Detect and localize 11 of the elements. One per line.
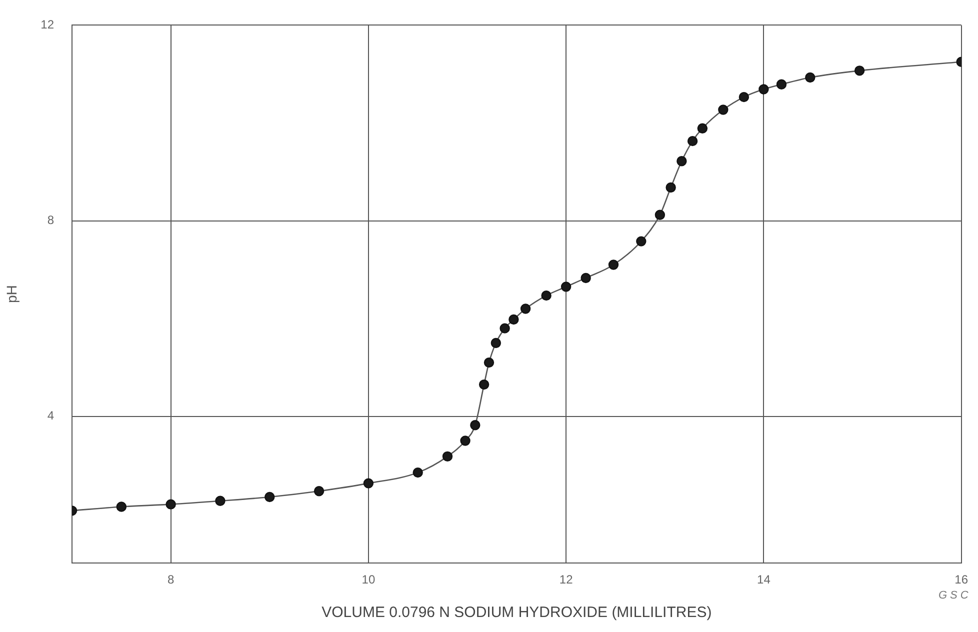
- x-tick-label: 10: [362, 572, 376, 587]
- x-tick-label: 12: [559, 572, 574, 587]
- y-axis-title: pH: [3, 285, 20, 304]
- x-tick-label: 8: [167, 572, 174, 587]
- y-tick-label: 8: [47, 213, 54, 228]
- x-tick-label: 14: [757, 572, 771, 587]
- x-tick-label: 16: [954, 572, 968, 587]
- text: GSC: [938, 590, 972, 602]
- y-tick-label: 12: [40, 18, 54, 32]
- y-tick-label: 4: [47, 408, 54, 423]
- x-axis-title: VOLUME 0.0796 N SODIUM HYDROXIDE (MILLILITRES): [322, 604, 712, 622]
